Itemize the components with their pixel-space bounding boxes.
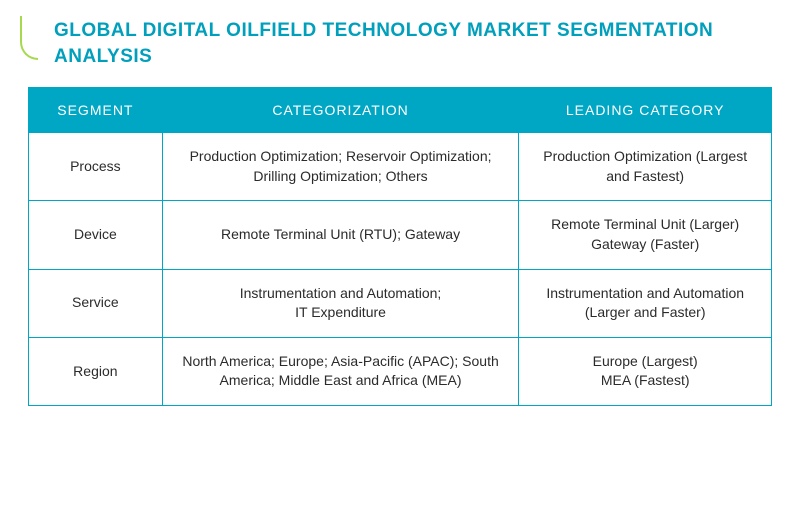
cell-segment: Process (29, 133, 163, 201)
cell-categorization: North America; Europe; Asia-Pacific (APA… (162, 337, 519, 405)
table-row: Process Production Optimization; Reservo… (29, 133, 772, 201)
cell-segment: Service (29, 269, 163, 337)
table-row: Service Instrumentation and Automation;I… (29, 269, 772, 337)
cell-categorization: Production Optimization; Reservoir Optim… (162, 133, 519, 201)
header-segment: SEGMENT (29, 88, 163, 133)
header-leading: LEADING CATEGORY (519, 88, 772, 133)
cell-categorization: Instrumentation and Automation;IT Expend… (162, 269, 519, 337)
header-categorization: CATEGORIZATION (162, 88, 519, 133)
cell-leading: Production Optimization (Largest and Fas… (519, 133, 772, 201)
table-row: Device Remote Terminal Unit (RTU); Gatew… (29, 201, 772, 269)
cell-segment: Region (29, 337, 163, 405)
table-header-row: SEGMENT CATEGORIZATION LEADING CATEGORY (29, 88, 772, 133)
cell-leading: Europe (Largest)MEA (Fastest) (519, 337, 772, 405)
cell-segment: Device (29, 201, 163, 269)
segmentation-table: SEGMENT CATEGORIZATION LEADING CATEGORY … (28, 87, 772, 406)
cell-leading: Remote Terminal Unit (Larger)Gateway (Fa… (519, 201, 772, 269)
page-title: GLOBAL DIGITAL OILFIELD TECHNOLOGY MARKE… (54, 18, 732, 69)
table-row: Region North America; Europe; Asia-Pacif… (29, 337, 772, 405)
cell-categorization: Remote Terminal Unit (RTU); Gateway (162, 201, 519, 269)
cell-leading: Instrumentation and Automation (Larger a… (519, 269, 772, 337)
accent-corner (20, 16, 38, 60)
